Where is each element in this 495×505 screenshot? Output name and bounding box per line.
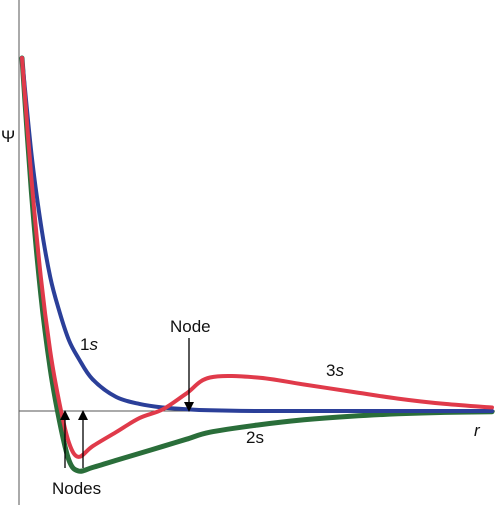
series-label-2s: 2s [246,428,264,447]
series-line-1s [20,56,494,414]
series-label-3s-number: 3 [326,361,335,380]
series-line-2s [19,55,495,474]
node-label: Node [170,317,211,336]
series-label-1s: 1s [80,335,98,354]
series-label-1s-number: 1 [80,335,89,354]
series-line-3s [20,56,494,459]
y-axis-label: Ψ [1,127,15,146]
nodes-label: Nodes [52,479,101,498]
series-label-3s: 3s [326,361,344,380]
series-label-1s-orbital: s [89,335,98,354]
x-axis-label: r [474,421,481,440]
series-label-3s-orbital: s [335,361,344,380]
